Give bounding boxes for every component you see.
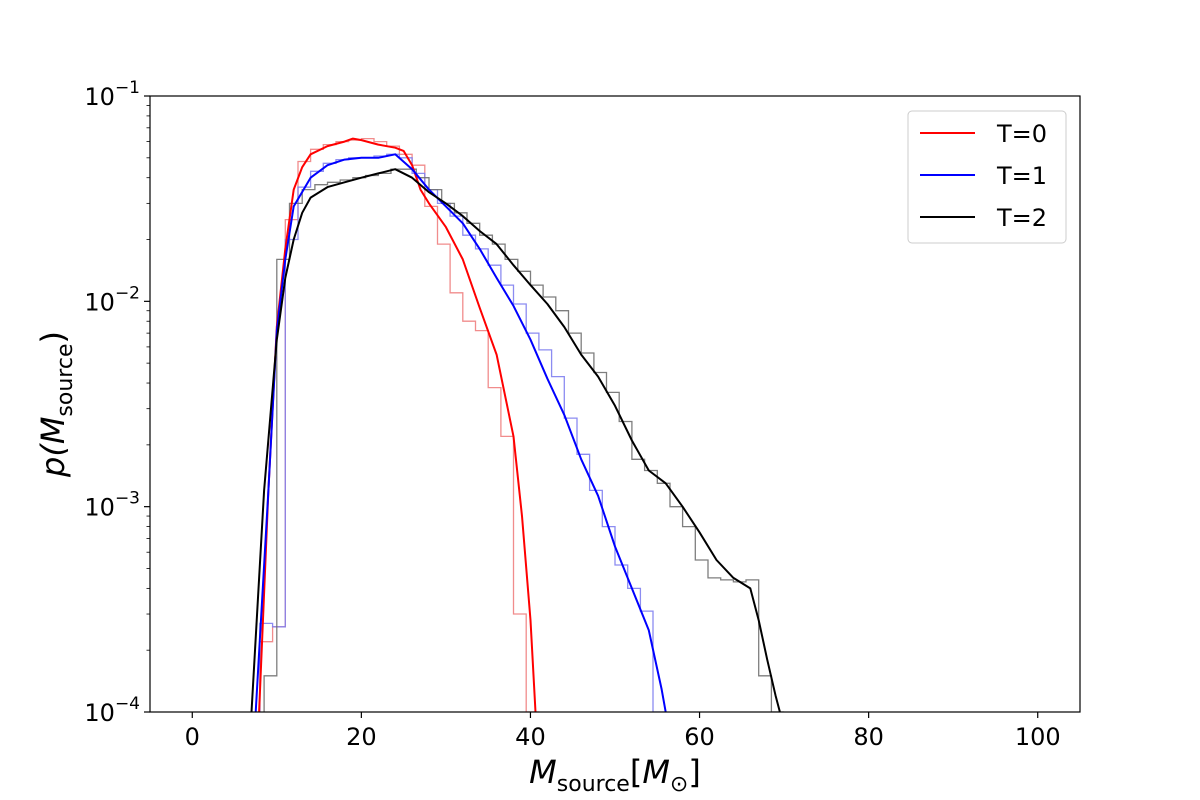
y-label-prefix: p(	[34, 443, 72, 478]
x-axis: 0 20 40 60 80 100	[185, 712, 1061, 751]
x-tick-label: 0	[185, 723, 200, 751]
y-label-sub: source	[53, 344, 78, 417]
legend-box	[907, 110, 1067, 244]
histogram-series-0	[259, 137, 539, 712]
plot-area-frame	[149, 95, 1081, 713]
x-label-sub: source	[557, 772, 630, 797]
kde-layer	[250, 137, 781, 712]
x-tick-label: 80	[853, 723, 884, 751]
y-tick-label: 10−1	[84, 78, 140, 111]
y-label-base: M	[34, 417, 72, 445]
x-label-inner-sub: ⊙	[670, 772, 688, 797]
y-tick-label: 10−3	[84, 489, 140, 522]
x-label-base: M	[529, 753, 557, 791]
legend: T=0 T=1 T=2	[907, 110, 1067, 244]
x-tick-label: 100	[1015, 723, 1061, 751]
x-tick-label: 60	[684, 723, 715, 751]
legend-label-t0: T=0	[996, 120, 1047, 148]
kde-line-series-2	[250, 168, 781, 712]
y-minor-ticks	[146, 104, 150, 651]
x-axis-label: Msource[M⊙]	[529, 753, 701, 797]
y-tick-label: 10−2	[84, 283, 140, 316]
histogram-series-2	[263, 168, 785, 712]
kde-line-series-1	[254, 153, 667, 712]
x-tick-label: 40	[515, 723, 546, 751]
y-tick-label: 10−4	[84, 694, 140, 727]
legend-label-t1: T=1	[996, 162, 1047, 190]
y-label-suffix: )	[34, 331, 72, 343]
x-label-close: ]	[688, 753, 700, 791]
x-tick-label: 20	[346, 723, 377, 751]
x-label-open: [	[630, 753, 642, 791]
legend-label-t2: T=2	[996, 204, 1047, 232]
y-axis-label: p(Msource)	[34, 331, 78, 478]
y-axis: 10−1 10−2 10−3 10−4	[84, 78, 150, 727]
x-label-inner: M	[642, 753, 670, 791]
kde-line-series-0	[258, 137, 537, 712]
